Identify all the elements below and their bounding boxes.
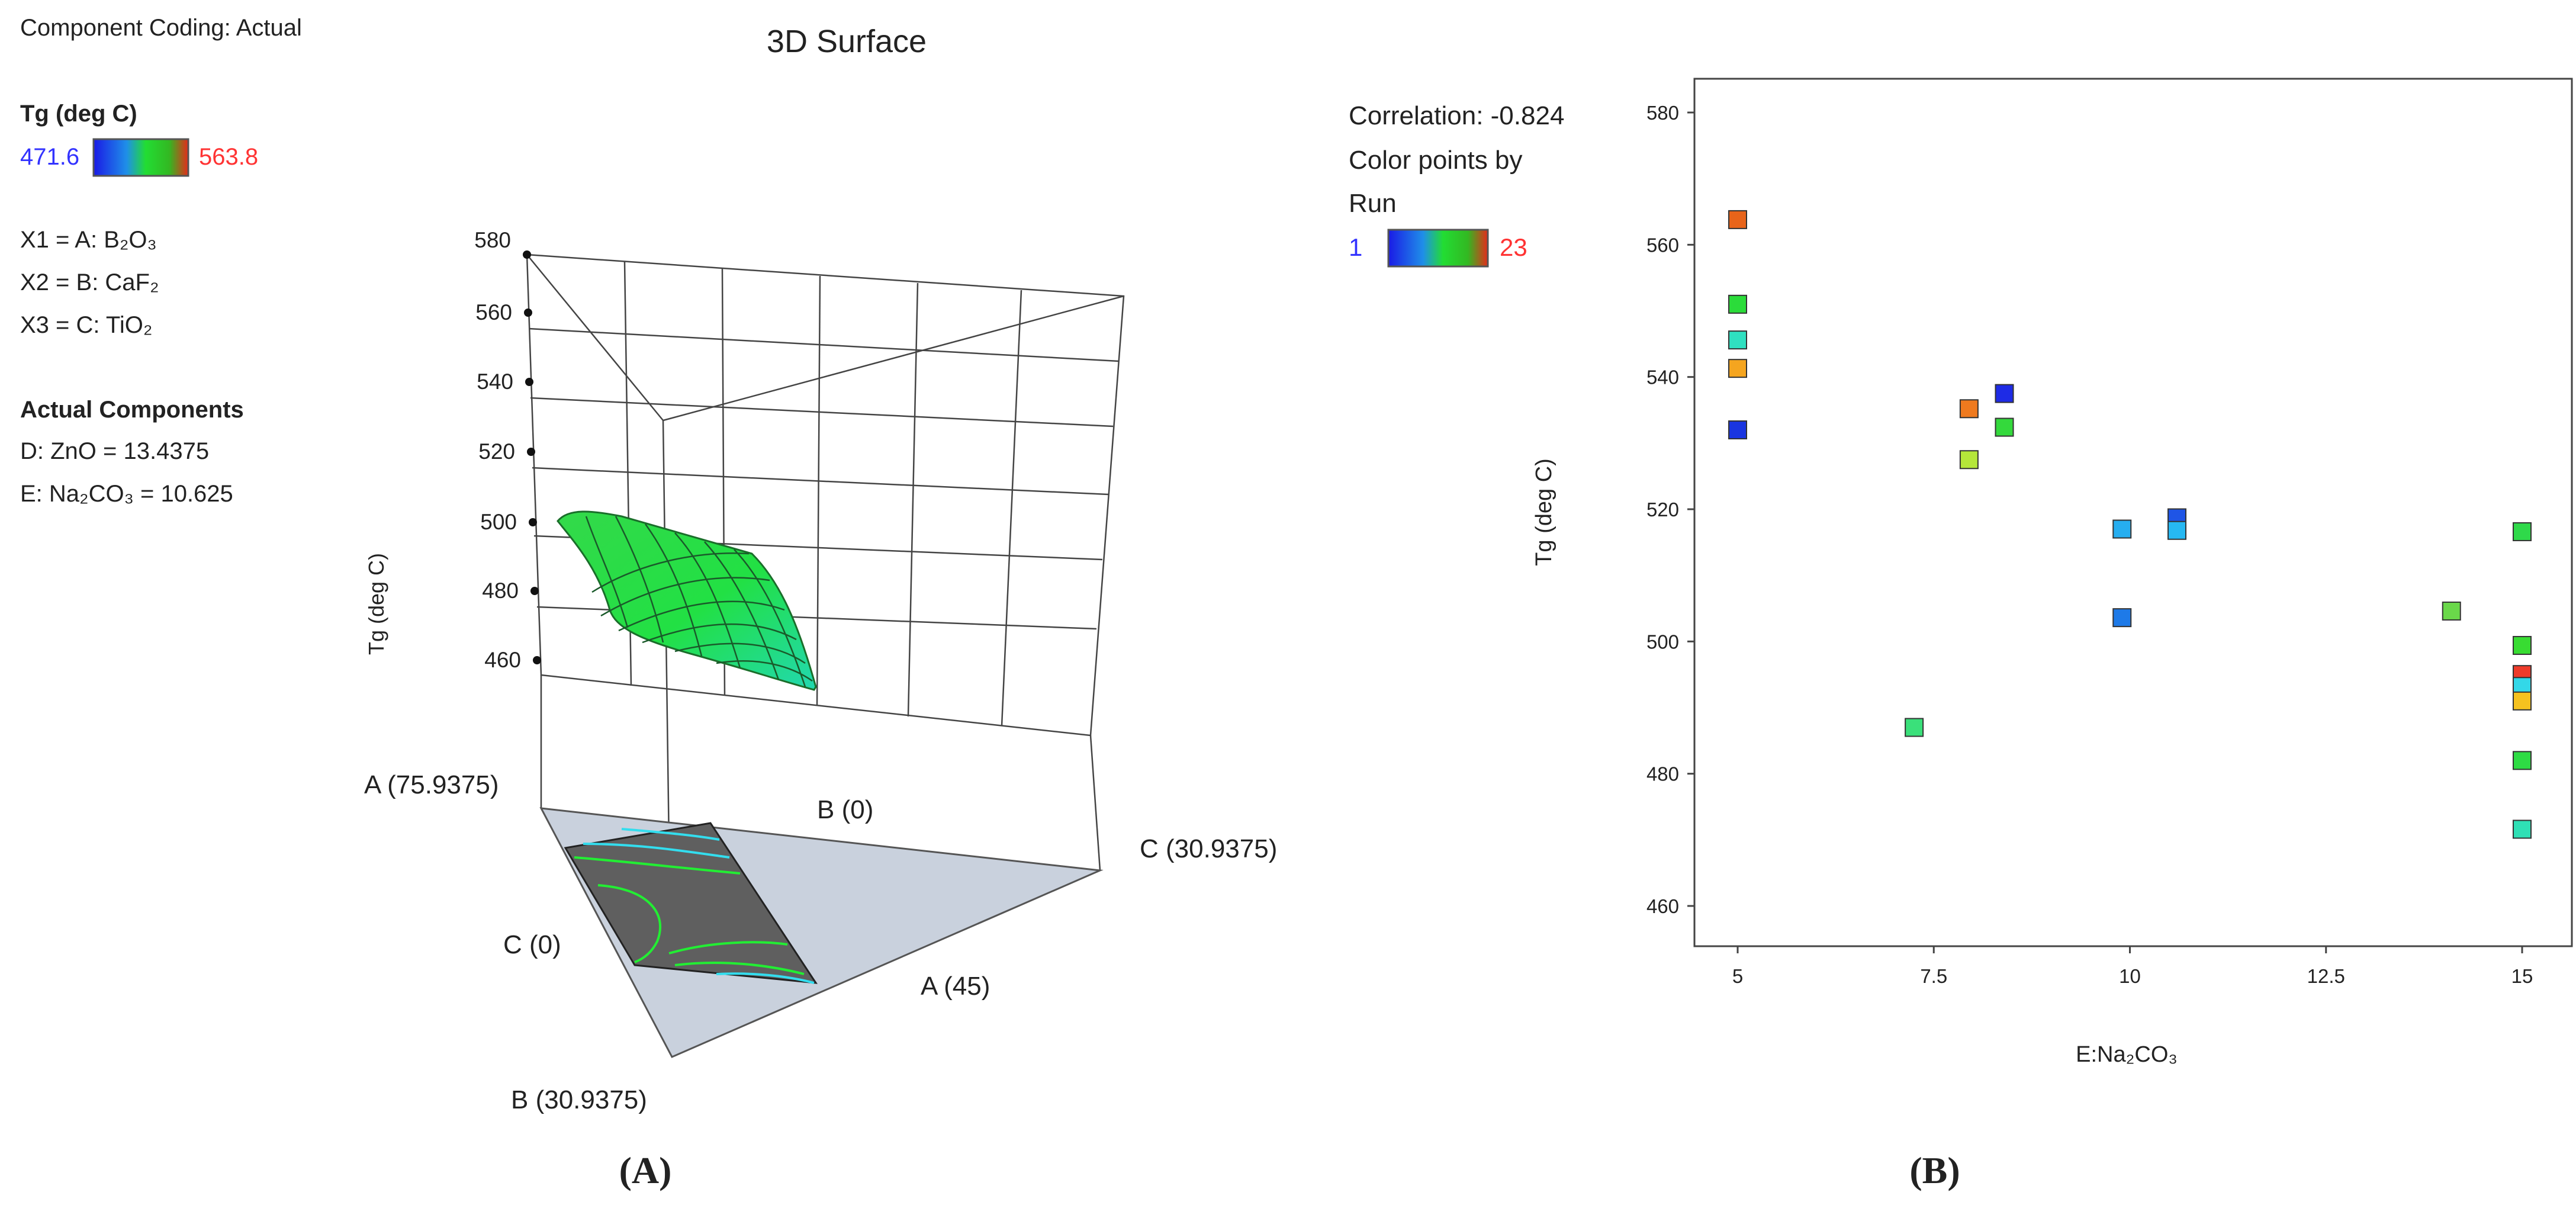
run-legend-low: 1 (1349, 233, 1362, 261)
y-tick-label: 580 (1646, 102, 1679, 124)
plot-frame (1693, 78, 2573, 947)
z-axis-label: Tg (deg C) (364, 553, 388, 655)
x-tick-label: 5 (1732, 965, 1743, 987)
run-legend-high: 23 (1500, 233, 1527, 261)
scatter-point (1728, 294, 1747, 314)
caption-b: (B) (1909, 1149, 1960, 1191)
scatter-plot: 460 480 500 520 540 560 580 5 7.5 10 12.5 15 Tg (d… (1532, 78, 2573, 1067)
run-color-legend (1387, 229, 1489, 268)
scatter-point (1905, 718, 1924, 737)
z-tick-label: 480 (482, 579, 519, 603)
actual-component-d: D: ZnO = 13.4375 (20, 438, 209, 464)
x-tick-label: 15 (2511, 965, 2533, 987)
factor-x3-label: X3 = C: TiO₂ (20, 312, 152, 338)
z-tick-460: 460 (484, 648, 541, 672)
response-high-value: 563.8 (199, 144, 258, 170)
scatter-point (2513, 820, 2532, 839)
factor-x2-label: X2 = B: CaF₂ (20, 269, 159, 295)
response-surface (557, 510, 817, 691)
color-by-label: Color points by (1349, 146, 1522, 175)
scatter-point (2513, 751, 2532, 770)
scatter-point (2112, 519, 2132, 539)
z-tick-label: 500 (480, 510, 517, 534)
actual-component-e: E: Na₂CO₃ = 10.625 (20, 481, 233, 507)
correlation-label: Correlation: -0.824 (1349, 101, 1564, 130)
z-tick-540: 540 (477, 369, 533, 394)
scatter-point (1995, 384, 2014, 403)
x-tick-label: 7.5 (1920, 965, 1947, 987)
y-tick-label: 520 (1646, 499, 1679, 520)
scatter-point (1728, 330, 1747, 350)
y-tick-label: 560 (1646, 234, 1679, 256)
vertex-label-a-top: A (75.9375) (364, 770, 499, 799)
scatter-point (2513, 522, 2532, 541)
z-tick-label: 540 (477, 369, 513, 394)
z-tick-480: 480 (482, 579, 539, 603)
actual-components-heading: Actual Components (20, 397, 244, 423)
y-tick-label: 500 (1646, 631, 1679, 653)
scatter-point (1995, 417, 2014, 437)
z-tick-label: 520 (478, 439, 515, 464)
ternary-base (539, 807, 1104, 1058)
scatter-point (1728, 359, 1747, 378)
vertex-label-c-left: C (0) (503, 930, 561, 959)
scatter-point (1959, 450, 1979, 470)
panel-a: Component Coding: Actual 3D Surface Tg (… (20, 15, 1277, 1191)
scatter-point (1728, 210, 1747, 229)
y-tick-label: 460 (1646, 895, 1679, 917)
z-tick-500: 500 (480, 510, 537, 534)
color-by-run-label: Run (1349, 189, 1397, 218)
vertex-label-c-right: C (30.9375) (1140, 834, 1277, 863)
z-tick-label: 460 (484, 648, 521, 672)
scatter-point (1959, 399, 1979, 419)
panel-b: Correlation: -0.824 Color points by Run … (1349, 78, 2573, 1191)
z-tick-580: 580 (474, 228, 531, 259)
y-tick-label: 480 (1646, 763, 1679, 785)
z-tick-560: 560 (475, 300, 532, 324)
factor-x1-label: X1 = A: B₂O₃ (20, 227, 157, 253)
scatter-point (2167, 520, 2186, 540)
z-tick-520: 520 (478, 439, 535, 464)
response-low-value: 471.6 (20, 144, 79, 170)
x-axis: 5 7.5 10 12.5 15 (1732, 946, 2533, 987)
y-axis-label: Tg (deg C) (1532, 458, 1556, 566)
ternary-contours (574, 828, 815, 984)
scatter-point (2513, 691, 2532, 711)
vertex-label-b-right-top: B (0) (817, 795, 873, 824)
x-axis-label: E:Na₂CO₃ (2076, 1042, 2178, 1067)
x-tick-label: 10 (2119, 965, 2141, 987)
panel-a-title: 3D Surface (767, 24, 927, 59)
scatter-points (1728, 210, 2532, 839)
scatter-point (2513, 636, 2532, 655)
z-tick-label: 560 (475, 300, 512, 324)
caption-a: (A) (619, 1149, 672, 1191)
component-coding-label: Component Coding: Actual (20, 15, 302, 41)
scatter-point (2442, 601, 2461, 621)
vertex-label-b-bottom: B (30.9375) (511, 1085, 647, 1114)
x-tick-label: 12.5 (2307, 965, 2345, 987)
vertex-label-a-bottom: A (45) (921, 972, 990, 1001)
y-tick-label: 540 (1646, 367, 1679, 388)
z-tick-label: 580 (474, 228, 511, 252)
z-axis: Tg (deg C) 460 480 500 520 540 560 580 (364, 228, 541, 672)
response-color-legend (92, 138, 189, 177)
y-axis: 460 480 500 520 540 560 580 (1646, 102, 1694, 917)
scatter-point (2112, 608, 2132, 628)
response-label: Tg (deg C) (20, 101, 137, 127)
scatter-point (1728, 420, 1747, 439)
